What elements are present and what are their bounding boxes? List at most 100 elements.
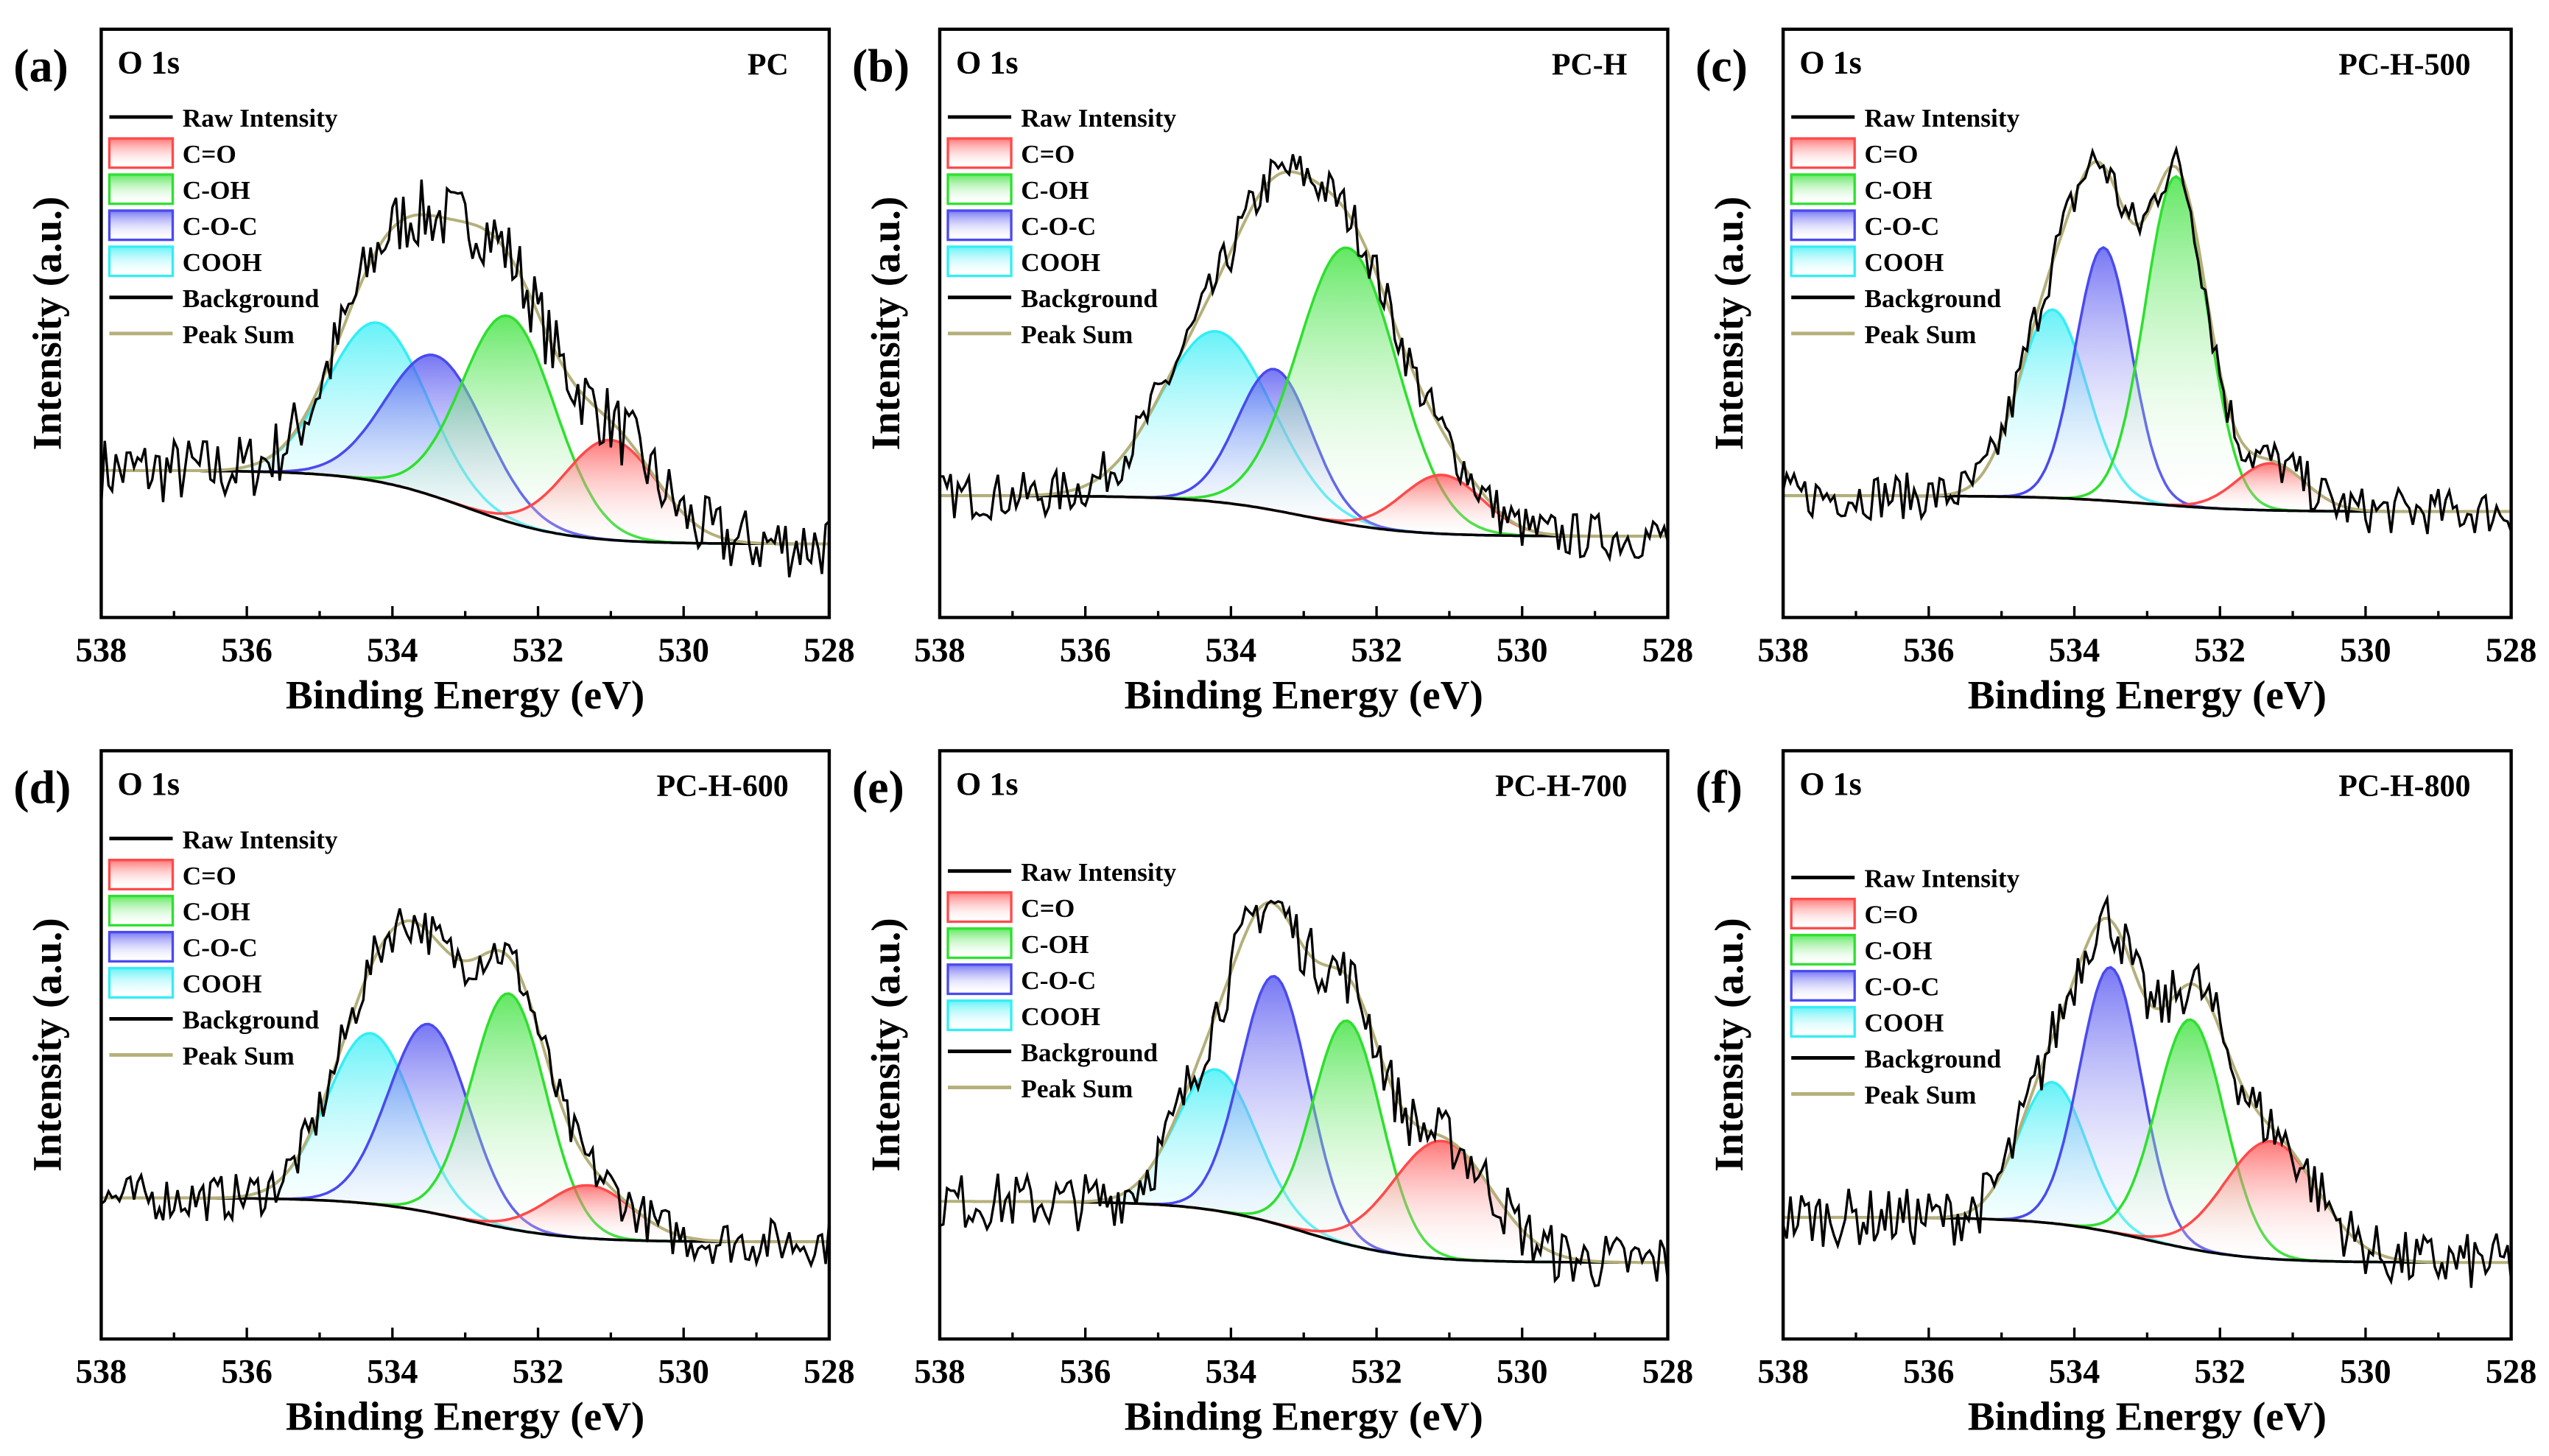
legend-label-raw-intensity: Raw Intensity <box>1864 865 2019 893</box>
peak-fill-c-oh <box>939 247 1668 537</box>
peak-fill-c-o <box>1783 1141 2511 1263</box>
core-level-label: O 1s <box>1799 44 1862 80</box>
x-tick-label: 538 <box>76 1354 127 1391</box>
legend-label-c-oh: C-OH <box>1021 176 1089 205</box>
legend-label-peak-sum: Peak Sum <box>1864 1081 1976 1110</box>
legend-swatch-cooh <box>108 966 175 999</box>
x-tick-label: 536 <box>221 632 273 669</box>
panel-label: (b) <box>852 39 910 91</box>
legend-swatch-c-o <box>1790 137 1856 169</box>
legend-swatch-c-oh <box>946 927 1013 960</box>
legend-label-raw-intensity: Raw Intensity <box>1021 104 1176 133</box>
peak-fill-cooh <box>101 1033 829 1242</box>
peak-fill-c-oh <box>101 993 829 1242</box>
legend-label-cooh: COOH <box>183 970 262 999</box>
legend-swatch-c-o-c <box>946 209 1013 242</box>
peak-fill-c-oh <box>939 1021 1668 1263</box>
sample-label: PC-H-500 <box>2338 48 2470 82</box>
x-tick-label: 538 <box>914 632 966 669</box>
legend-label-c-o-c: C-O-C <box>1021 966 1096 995</box>
plot-area <box>101 179 829 578</box>
panel--a: 538 536 534 532 530 528 Binding Energy (eV) Int… <box>13 27 855 717</box>
legend-label-c-o-c: C-O-C <box>1864 973 1939 1002</box>
peak-sum-line <box>101 213 829 546</box>
panel--c: 538 536 534 532 530 528 Binding Energy (eV) Int… <box>1695 27 2536 717</box>
core-level-label: O 1s <box>956 44 1019 80</box>
legend-label-peak-sum: Peak Sum <box>1021 320 1133 349</box>
legend-label-raw-intensity: Raw Intensity <box>1021 858 1176 887</box>
legend-label-c-oh: C-OH <box>183 176 250 205</box>
peak-fill-c-o <box>939 1141 1668 1263</box>
legend-label-c-o-c: C-O-C <box>1021 212 1096 241</box>
legend-label-raw-intensity: Raw Intensity <box>183 104 338 133</box>
x-tick-label: 538 <box>76 632 127 669</box>
legend-label-c-oh: C-OH <box>1864 937 1932 966</box>
x-tick-label: 538 <box>1757 632 1809 669</box>
sample-label: PC-H-600 <box>657 770 789 803</box>
panel-label: (d) <box>13 761 71 813</box>
x-tick-label: 528 <box>804 1354 855 1391</box>
y-axis-title: Intensity (a.u.) <box>24 197 69 451</box>
legend-label-c-o-c: C-O-C <box>183 934 258 963</box>
raw-intensity-line <box>1783 893 2511 1288</box>
x-tick-label: 536 <box>1903 632 1955 669</box>
x-tick-label: 528 <box>1642 632 1694 669</box>
legend: Raw Intensity C=O C-OH C-O-C COOH Background P… <box>1790 865 2020 1110</box>
legend-label-background: Background <box>183 1006 320 1035</box>
core-level-label: O 1s <box>956 766 1019 802</box>
panel-label: (f) <box>1695 761 1743 813</box>
legend-swatch-c-o <box>108 859 175 891</box>
x-tick-label: 532 <box>2194 632 2246 669</box>
legend-swatch-c-o <box>1790 897 1856 929</box>
legend-swatch-cooh <box>946 999 1013 1032</box>
x-axis-title: Binding Energy (eV) <box>1125 1394 1483 1439</box>
legend-label-cooh: COOH <box>183 248 262 277</box>
legend-label-c-o-c: C-O-C <box>183 212 258 241</box>
raw-intensity-line <box>1783 144 2511 535</box>
x-tick-label: 530 <box>2340 1354 2391 1391</box>
legend: Raw Intensity C=O C-OH C-O-C COOH Background P… <box>108 104 338 349</box>
raw-intensity-line <box>101 179 829 578</box>
panel-label: (c) <box>1695 39 1748 91</box>
y-axis-title: Intensity (a.u.) <box>1706 918 1751 1172</box>
x-tick-label: 532 <box>1351 632 1402 669</box>
sample-label: PC-H <box>1552 48 1627 82</box>
legend-label-raw-intensity: Raw Intensity <box>1864 104 2019 133</box>
panel--f: 538 536 534 532 530 528 Binding Energy (eV) Int… <box>1695 749 2536 1439</box>
legend-label-background: Background <box>1021 1038 1158 1067</box>
legend-swatch-cooh <box>946 245 1013 278</box>
x-tick-label: 528 <box>804 632 855 669</box>
peak-sum-line <box>939 901 1668 1265</box>
legend-swatch-c-o <box>946 137 1013 169</box>
x-tick-label: 538 <box>1757 1354 1809 1391</box>
legend-swatch-c-o-c <box>1790 209 1856 242</box>
legend-label-c-o: C=O <box>183 140 236 169</box>
legend-label-c-o: C=O <box>1021 140 1075 169</box>
legend-label-raw-intensity: Raw Intensity <box>183 826 338 854</box>
x-axis-title: Binding Energy (eV) <box>1968 1394 2327 1439</box>
legend-swatch-cooh <box>1790 1005 1856 1038</box>
sample-label: PC-H-700 <box>1495 770 1627 803</box>
panel--d: 538 536 534 532 530 528 Binding Energy (eV) Int… <box>13 749 855 1439</box>
x-tick-label: 530 <box>2340 632 2391 669</box>
y-axis-title: Intensity (a.u.) <box>863 197 908 451</box>
legend-label-c-oh: C-OH <box>1864 176 1932 205</box>
x-tick-label: 534 <box>1206 1354 1257 1391</box>
legend-swatch-cooh <box>1790 245 1856 278</box>
x-axis-title: Binding Energy (eV) <box>1125 672 1483 717</box>
x-tick-label: 534 <box>1206 632 1257 669</box>
legend-label-cooh: COOH <box>1021 1002 1100 1031</box>
legend-label-peak-sum: Peak Sum <box>1864 320 1976 349</box>
legend-swatch-c-o-c <box>1790 969 1856 1002</box>
core-level-label: O 1s <box>117 44 180 80</box>
legend-swatch-c-oh <box>108 894 175 927</box>
legend-label-c-o-c: C-O-C <box>1864 212 1939 241</box>
peak-fill-c-o-c <box>1783 967 2511 1263</box>
x-axis-title: Binding Energy (eV) <box>286 672 644 717</box>
peak-fill-c-o-c <box>939 976 1668 1263</box>
plot-area <box>939 154 1668 563</box>
x-tick-label: 534 <box>367 632 418 669</box>
x-tick-label: 530 <box>658 1354 709 1391</box>
x-tick-label: 534 <box>2049 1354 2100 1391</box>
x-tick-label: 532 <box>513 632 564 669</box>
